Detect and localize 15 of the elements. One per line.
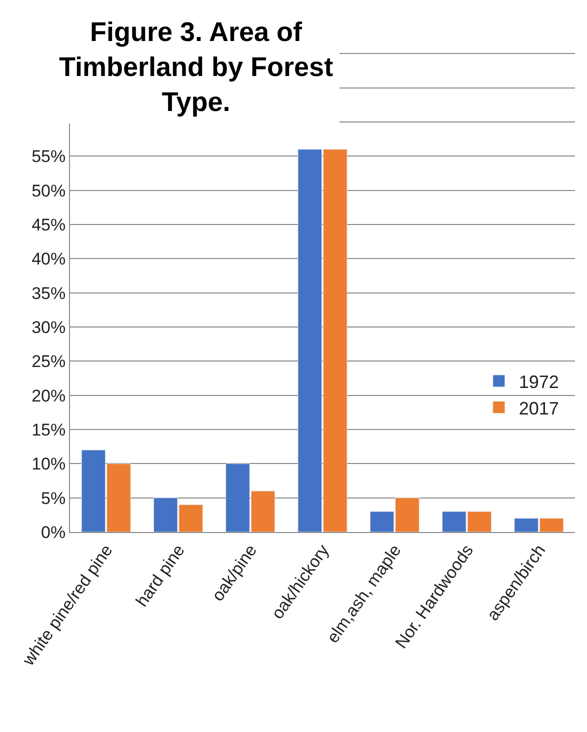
y-tick-label: 5%: [41, 488, 66, 508]
y-tick-label: 35%: [32, 284, 66, 303]
y-tick-label: 30%: [32, 318, 66, 337]
y-tick-label: 55%: [32, 147, 66, 166]
text: Figure 3. Area of Timberland by Forest Type.: [59, 17, 334, 118]
y-tick-label: 45%: [32, 215, 66, 234]
y-tick-label: 25%: [32, 352, 66, 372]
y-tick-label: 15%: [32, 420, 66, 440]
legend-label: 2017: [518, 398, 559, 418]
y-tick-label: 40%: [32, 250, 66, 269]
legend-label: 1972: [518, 372, 559, 392]
y-tick-label: 10%: [32, 454, 66, 474]
y-tick-label: 50%: [32, 181, 66, 200]
y-tick-label: 0%: [41, 522, 66, 542]
y-tick-label: 20%: [32, 386, 66, 406]
